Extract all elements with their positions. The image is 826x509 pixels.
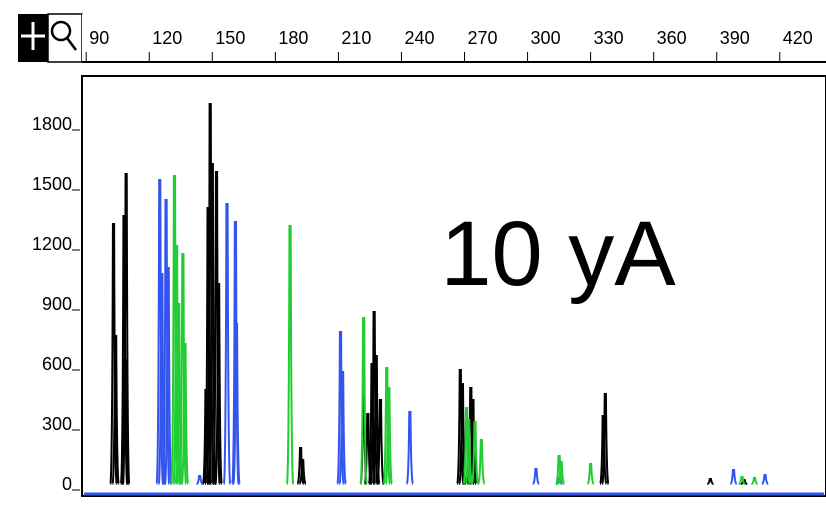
y-tick-label: 300 [42,414,72,434]
trace-series-2 [155,179,769,485]
peak [751,477,758,485]
peak [586,463,595,485]
peak [761,474,769,485]
peak [161,199,171,485]
x-tick-label: 360 [657,28,687,48]
x-tick-label: 90 [89,28,109,48]
x-tick-label: 390 [720,28,750,48]
peak [382,367,391,485]
y-tick-label: 1500 [32,174,72,194]
peak [599,415,608,485]
peak [206,103,215,485]
magnifier-icon [50,20,77,51]
peak [296,447,305,485]
peak [212,171,221,485]
y-tick-label: 600 [42,354,72,374]
x-tick-label: 420 [783,28,813,48]
x-tick-label: 120 [152,28,182,48]
peak [464,419,473,485]
x-tick-label: 180 [278,28,308,48]
peak [384,387,394,485]
peak [470,421,480,485]
peak [285,225,295,485]
peak [172,245,181,485]
trace-layer [109,103,769,485]
x-tick-label: 150 [215,28,245,48]
peak [477,439,486,485]
peak [232,323,241,485]
peak [707,478,714,485]
peak [111,335,120,485]
peak [214,283,223,485]
peak [729,469,738,485]
x-axis-ruler: 90 120 150 180 210 240 270 300 330 360 390 420 [82,14,826,63]
x-tick-label: 300 [531,28,561,48]
peak [554,455,564,485]
x-tick-label: 240 [404,28,434,48]
peak [405,411,415,485]
zoom-button[interactable] [47,13,83,63]
trace-series-3 [170,175,758,485]
y-tick-label: 1200 [32,234,72,254]
peak [738,476,746,485]
peak [178,253,188,485]
peak [369,311,379,485]
peak [336,331,345,485]
peak [196,475,204,485]
peak [532,468,540,485]
peak [557,461,565,485]
y-tick-label: 900 [42,294,72,314]
peak [456,369,465,485]
x-tick-label: 330 [594,28,624,48]
concentration-annotation: 10 yA [440,203,676,305]
peak [109,223,118,485]
y-tick-label: 1800 [32,114,72,134]
peak [120,359,130,485]
y-tick-label: 0 [62,474,72,494]
peak [462,407,471,485]
x-tick-label: 270 [468,28,498,48]
peak [376,399,385,485]
peak [222,203,232,485]
peak [298,459,307,485]
x-tick-label: 210 [341,28,371,48]
trace-series-1 [109,103,748,485]
y-axis: 0 300 600 900 1200 1500 1800 [32,114,80,494]
peak [163,267,173,485]
peak [740,479,748,485]
peak [338,371,347,485]
peak [231,221,240,485]
peak [155,179,164,485]
crosshair-button[interactable] [18,14,48,62]
crosshair-icon [21,22,45,50]
peak [359,317,368,485]
peak [601,393,610,485]
peak [180,343,190,485]
